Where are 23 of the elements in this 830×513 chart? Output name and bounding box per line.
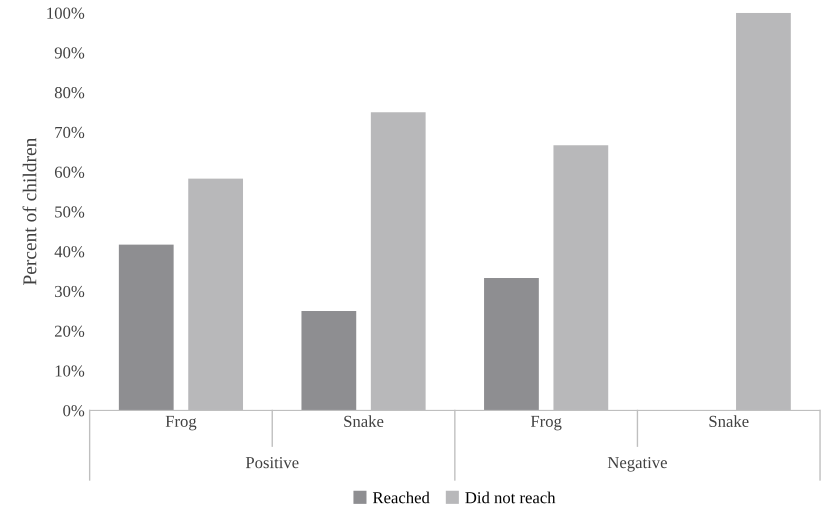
y-axis-title: Percent of children [22, 138, 36, 286]
x-tick-label: Frog [166, 416, 196, 430]
y-tick-label: 60% [54, 166, 84, 178]
y-tick-label: 10% [56, 365, 84, 377]
y-tick-label: 20% [54, 326, 84, 337]
bar [301, 311, 356, 410]
y-tick-label: 100% [47, 8, 84, 19]
y-tick-label: 50% [55, 206, 84, 218]
y-tick-label: 80% [54, 87, 84, 98]
y-tick-label: 90% [54, 47, 84, 59]
x-tick-label: Snake [709, 415, 749, 427]
bar [118, 244, 174, 410]
y-tick-label: 70% [55, 126, 84, 138]
y-tick-label: 0% [63, 405, 84, 416]
legend-label: Did not reach [465, 492, 556, 504]
x-tick-label: Frog [530, 416, 562, 430]
legend-label: Reached [372, 492, 430, 504]
y-tick-label: 30% [55, 286, 84, 298]
y-tick-label: 40% [54, 246, 84, 258]
bar [484, 278, 539, 410]
text: Positive [246, 457, 299, 468]
x-tick-label: Snake [344, 415, 384, 427]
text: Negative [608, 456, 667, 472]
